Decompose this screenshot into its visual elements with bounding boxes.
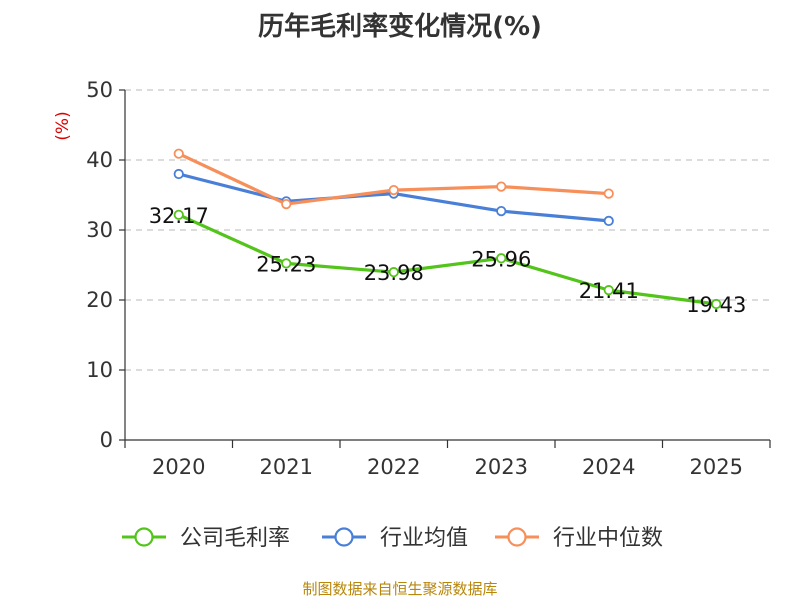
data-point: [173, 148, 184, 159]
source-note: 制图数据来自恒生聚源数据库: [302, 580, 498, 598]
legend-marker: [507, 527, 527, 547]
data-point: [173, 168, 184, 180]
data-point: [603, 215, 614, 226]
data-label: 23.98: [364, 261, 424, 285]
data-label: 21.41: [579, 279, 639, 303]
data-label: 19.43: [686, 293, 746, 317]
data-label: 25.23: [256, 252, 316, 276]
data-point: [281, 199, 292, 210]
data-label: 25.96: [471, 247, 531, 271]
data-point: [496, 181, 507, 192]
y-tick-label: 40: [86, 148, 113, 172]
series-line-0: [178, 213, 717, 306]
legend-label: 公司毛利率: [180, 526, 290, 551]
y-tick-label: 50: [86, 78, 113, 102]
x-tick-label: 2024: [582, 455, 635, 479]
data-point: [281, 258, 292, 269]
x-tick-label: 2020: [152, 455, 205, 479]
legend-marker: [334, 527, 354, 547]
legend-item-1: 行业均值: [322, 526, 468, 551]
legend-label: 行业中位数: [553, 526, 663, 551]
legend: 公司毛利率 行业均值 行业中位数: [122, 526, 663, 551]
axes: 0 10 20 30 40 50 2020 2021 2022 2023 2024 2025: [86, 78, 771, 479]
legend-item-2: 行业中位数: [495, 526, 663, 551]
x-tick-label: 2023: [475, 455, 528, 479]
y-axis-label: (%): [53, 111, 73, 140]
data-point: [388, 185, 399, 196]
legend-item-0: 公司毛利率: [122, 526, 290, 551]
data-point: [496, 206, 507, 217]
y-tick-label: 20: [86, 288, 113, 312]
data-point: [173, 209, 184, 220]
data-point: [603, 188, 614, 199]
gridlines: [125, 89, 770, 371]
x-tick-label: 2022: [367, 455, 420, 479]
data-point: [711, 298, 722, 310]
x-tick-label: 2025: [690, 455, 743, 479]
legend-marker: [134, 527, 154, 547]
data-point: [388, 267, 399, 278]
data-labels: 32.17 25.23 23.98 25.96 21.41 19.43: [149, 204, 747, 317]
legend-label: 行业均值: [380, 526, 468, 551]
y-tick-label: 0: [100, 428, 113, 452]
chart-title: 历年毛利率变化情况(%): [258, 12, 542, 42]
x-tick-label: 2021: [260, 455, 313, 479]
data-label: 32.17: [149, 204, 209, 228]
y-tick-label: 10: [86, 358, 113, 382]
data-point: [603, 285, 614, 296]
data-point: [496, 253, 507, 264]
series: [173, 148, 722, 310]
y-tick-label: 30: [86, 218, 113, 242]
